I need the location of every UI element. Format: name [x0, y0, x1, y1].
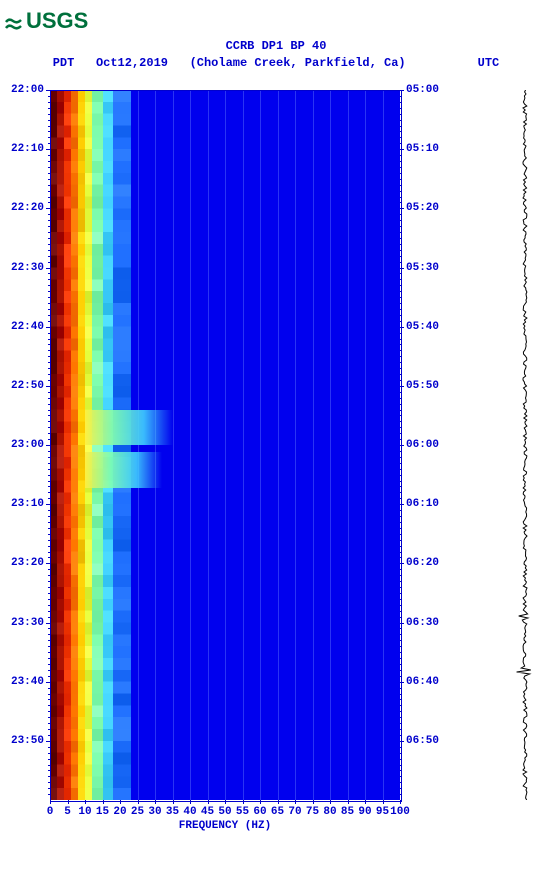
y-tick-label-right: 05:00 [406, 84, 439, 96]
usgs-logo: USGS [4, 4, 104, 39]
y-tick-label-left: 23:50 [11, 735, 44, 747]
x-tick-label: 45 [201, 806, 214, 818]
tz-left-label: PDT [53, 56, 75, 70]
x-tick-label: 15 [96, 806, 109, 818]
x-axis-frequency: FREQUENCY (HZ) 05 10 15 20 25 30 35 40 45 50 55 60 6… [50, 800, 400, 840]
y-axis-right-utc: 05:0005:1005:2005:3005:4005:5006:0006:10… [400, 90, 450, 800]
y-tick-label-right: 06:40 [406, 676, 439, 688]
y-tick-label-left: 23:10 [11, 498, 44, 510]
spectral-event [85, 410, 173, 446]
x-tick-label: 20 [113, 806, 126, 818]
spectral-band [64, 90, 71, 800]
x-tick-label: 40 [183, 806, 196, 818]
spectral-band [78, 90, 85, 800]
usgs-text: USGS [26, 8, 88, 33]
x-tick-label: 95 [376, 806, 389, 818]
y-tick-label-left: 22:20 [11, 202, 44, 214]
y-tick-label-right: 05:50 [406, 380, 439, 392]
x-tick-label: 35 [166, 806, 179, 818]
y-tick-label-left: 22:00 [11, 84, 44, 96]
x-tick-label: 25 [131, 806, 144, 818]
date-label: Oct12,2019 [96, 56, 168, 70]
x-tick-label: 5 [64, 806, 71, 818]
spectral-band [50, 90, 57, 800]
location-label: (Cholame Creek, Parkfield, Ca) [190, 56, 406, 70]
y-tick-label-left: 22:10 [11, 143, 44, 155]
spectral-band [103, 90, 114, 800]
y-axis-left-pdt: 22:0022:1022:2022:3022:4022:5023:0023:10… [0, 90, 50, 800]
y-tick-label-right: 06:50 [406, 735, 439, 747]
y-tick-label-left: 23:30 [11, 617, 44, 629]
spectral-band [92, 90, 103, 800]
spectrogram-plot [50, 90, 400, 800]
x-tick-label: 30 [148, 806, 161, 818]
x-tick-label: 55 [236, 806, 249, 818]
spectral-band [71, 90, 78, 800]
x-tick-label: 90 [358, 806, 371, 818]
tz-right-label: UTC [478, 56, 500, 70]
y-tick-label-right: 06:00 [406, 439, 439, 451]
x-tick-label: 80 [323, 806, 336, 818]
x-axis-title: FREQUENCY (HZ) [50, 820, 400, 832]
y-tick-label-right: 06:20 [406, 557, 439, 569]
x-tick-label: 0 [47, 806, 54, 818]
y-tick-label-left: 23:00 [11, 439, 44, 451]
x-tick-label: 65 [271, 806, 284, 818]
y-tick-label-right: 05:10 [406, 143, 439, 155]
x-tick-label: 60 [253, 806, 266, 818]
seismogram-trace [510, 90, 540, 800]
spectral-band [57, 90, 64, 800]
y-tick-label-right: 06:10 [406, 498, 439, 510]
y-tick-label-right: 06:30 [406, 617, 439, 629]
chart-header: CCRB DP1 BP 40 PDT Oct12,2019 (Cholame C… [0, 38, 552, 72]
x-tick-label: 50 [218, 806, 231, 818]
spectral-band [85, 90, 92, 800]
y-tick-label-left: 23:40 [11, 676, 44, 688]
x-tick-label: 70 [288, 806, 301, 818]
header-subtitle: PDT Oct12,2019 (Cholame Creek, Parkfield… [0, 55, 552, 72]
x-tick-label: 85 [341, 806, 354, 818]
y-tick-label-left: 22:30 [11, 262, 44, 274]
x-tick-label: 100 [390, 806, 410, 818]
spectral-band [113, 90, 131, 800]
y-tick-label-left: 23:20 [11, 557, 44, 569]
header-title: CCRB DP1 BP 40 [0, 38, 552, 55]
spectral-event [85, 452, 162, 488]
y-tick-label-left: 22:40 [11, 321, 44, 333]
x-tick-label: 10 [78, 806, 91, 818]
y-tick-label-right: 05:20 [406, 202, 439, 214]
x-tick-label: 75 [306, 806, 319, 818]
y-tick-label-right: 05:30 [406, 262, 439, 274]
y-tick-label-right: 05:40 [406, 321, 439, 333]
y-tick-label-left: 22:50 [11, 380, 44, 392]
